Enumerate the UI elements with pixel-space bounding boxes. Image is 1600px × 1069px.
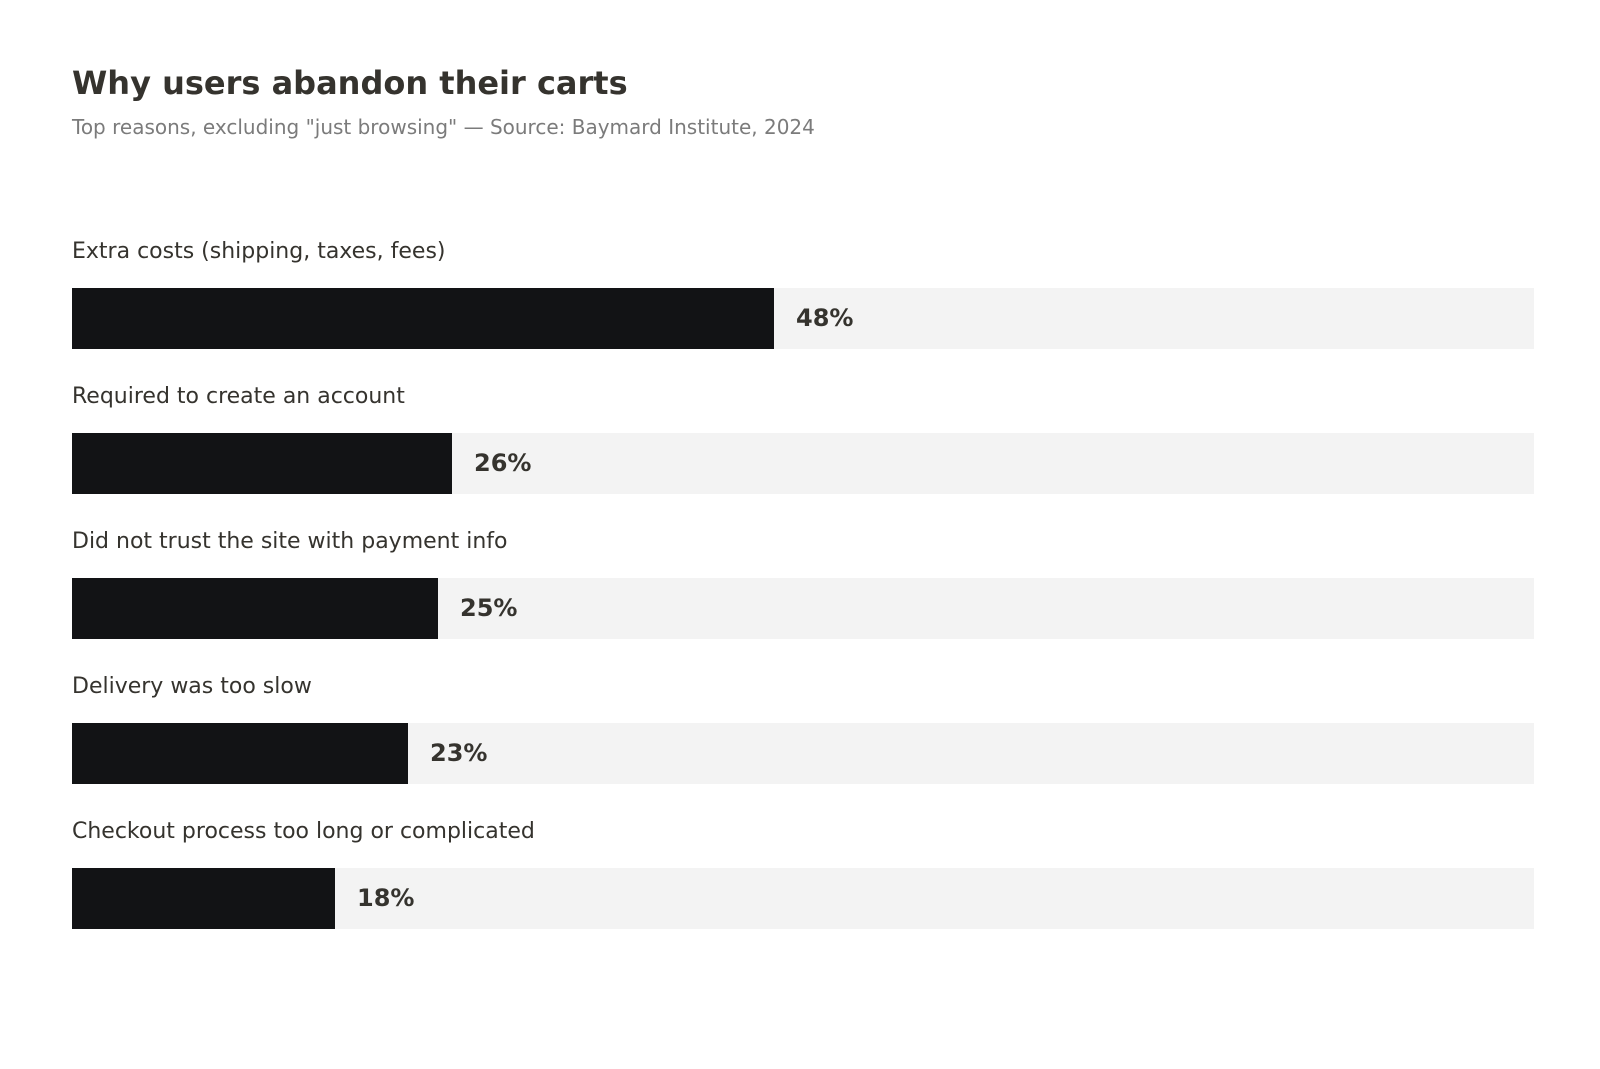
bar-track: 18% bbox=[72, 868, 1534, 929]
category-label: Checkout process too long or complicated bbox=[72, 819, 535, 844]
value-label: 48% bbox=[796, 304, 854, 332]
category-label: Did not trust the site with payment info bbox=[72, 529, 508, 554]
category-label: Delivery was too slow bbox=[72, 674, 312, 699]
bar bbox=[72, 433, 452, 494]
bar-track: 48% bbox=[72, 288, 1534, 349]
bar bbox=[72, 723, 408, 784]
chart-subtitle: Top reasons, excluding "just browsing" —… bbox=[72, 115, 815, 139]
value-label: 18% bbox=[357, 884, 415, 912]
category-label: Required to create an account bbox=[72, 384, 405, 409]
bar-track: 26% bbox=[72, 433, 1534, 494]
value-label: 26% bbox=[474, 449, 532, 477]
value-label: 23% bbox=[430, 739, 488, 767]
bar-track: 25% bbox=[72, 578, 1534, 639]
category-label: Extra costs (shipping, taxes, fees) bbox=[72, 239, 446, 264]
bar bbox=[72, 868, 335, 929]
bar-row: Required to create an account 26% bbox=[72, 375, 1534, 520]
bar-chart: Extra costs (shipping, taxes, fees) 48% Re… bbox=[72, 230, 1534, 955]
value-label: 25% bbox=[460, 594, 518, 622]
bar-row: Checkout process too long or complicated… bbox=[72, 810, 1534, 955]
bar bbox=[72, 288, 774, 349]
bar bbox=[72, 578, 438, 639]
bar-row: Did not trust the site with payment info… bbox=[72, 520, 1534, 665]
bar-row: Delivery was too slow 23% bbox=[72, 665, 1534, 810]
chart-title: Why users abandon their carts bbox=[72, 64, 628, 102]
bar-row: Extra costs (shipping, taxes, fees) 48% bbox=[72, 230, 1534, 375]
bar-track: 23% bbox=[72, 723, 1534, 784]
